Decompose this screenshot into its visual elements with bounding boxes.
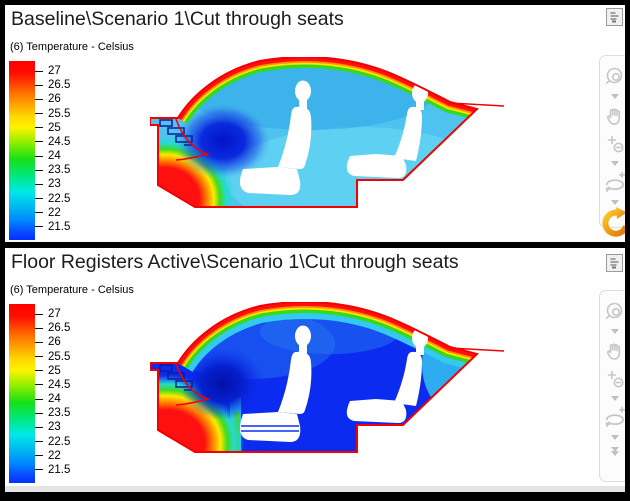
viewport-panel-baseline: Baseline\Scenario 1\Cut through seats (6… (5, 5, 625, 242)
tick-label: 24 (48, 393, 61, 406)
chevron-down-icon[interactable] (610, 200, 619, 205)
window-bottom-edge (5, 486, 625, 492)
tick-label: 24.5 (48, 378, 71, 391)
tick-label: 27 (48, 308, 61, 320)
rotate-view-button[interactable] (602, 405, 626, 431)
colorbar-tick-labels: 27 26.5 26 25.5 25 24.5 24 23.5 23 22.5 … (35, 308, 70, 476)
tick-label: 27 (48, 65, 61, 77)
pan-button[interactable] (602, 338, 626, 364)
viewport-options-button[interactable] (606, 8, 623, 26)
cabin-outline (150, 302, 479, 453)
viewport-title: Baseline\Scenario 1\Cut through seats (11, 8, 344, 30)
rotate-view-icon (605, 171, 625, 192)
tick-label: 22.5 (48, 192, 71, 205)
tick-label: 25.5 (48, 350, 71, 363)
zoom-in-out-button[interactable] (602, 131, 626, 157)
zoom-in-out-button[interactable] (602, 366, 626, 392)
zoom-to-area-button[interactable] (602, 299, 626, 325)
view-toolbar (599, 290, 625, 482)
legend-title: (6) Temperature - Celsius (10, 284, 134, 296)
rebuild-pending-badge[interactable] (600, 207, 625, 242)
tick-label: 26 (48, 336, 61, 349)
tick-label: 26.5 (48, 79, 71, 92)
tick-label: 22.5 (48, 435, 71, 448)
tick-label: 26 (48, 93, 61, 106)
cabin-outline (150, 57, 479, 208)
tick-label: 21.5 (48, 220, 71, 233)
pan-hand-icon (606, 108, 620, 125)
chevron-down-icon[interactable] (610, 329, 619, 334)
tick-label: 23.5 (48, 164, 71, 177)
colorbar-tick-labels: 27 26.5 26 25.5 25 24.5 24 23.5 23 22.5 … (35, 65, 70, 233)
tick-label: 22 (48, 206, 61, 219)
zoom-in-out-icon (607, 135, 623, 153)
tick-label: 25 (48, 121, 61, 134)
occupant-and-seat-silhouettes (239, 325, 428, 442)
tick-label: 22 (48, 449, 61, 462)
occupant-and-seat-silhouettes (239, 80, 428, 195)
chevron-down-icon[interactable] (610, 435, 619, 440)
viewport-title: Floor Registers Active\Scenario 1\Cut th… (11, 251, 459, 273)
chevron-down-icon[interactable] (610, 94, 619, 99)
tick-label: 25 (48, 364, 61, 377)
zoom-in-out-icon (607, 370, 623, 388)
more-tools-expander[interactable] (610, 447, 619, 456)
rotate-view-icon (605, 406, 625, 427)
zoom-to-area-button[interactable] (602, 64, 626, 90)
pan-hand-icon (606, 343, 620, 360)
temperature-colorbar (9, 61, 35, 240)
cut-plot-floor-registers[interactable] (150, 302, 506, 454)
chevron-down-icon[interactable] (610, 161, 619, 166)
cut-plot-baseline[interactable] (150, 57, 506, 209)
view-toolbar (599, 55, 625, 228)
tick-label: 23.5 (48, 407, 71, 420)
rotate-view-button[interactable] (602, 170, 626, 196)
zoom-to-area-icon (605, 67, 622, 84)
pan-button[interactable] (602, 103, 626, 129)
tick-label: 21.5 (48, 463, 71, 476)
temperature-colorbar (9, 304, 35, 483)
tick-label: 25.5 (48, 107, 71, 120)
tick-label: 23 (48, 421, 61, 434)
legend-title: (6) Temperature - Celsius (10, 41, 134, 53)
tick-label: 26.5 (48, 322, 71, 335)
tick-label: 24 (48, 150, 61, 163)
viewport-panel-floor-registers: Floor Registers Active\Scenario 1\Cut th… (5, 248, 625, 486)
zoom-to-area-icon (605, 302, 622, 319)
tick-label: 24.5 (48, 135, 71, 148)
chevron-down-icon (610, 451, 619, 456)
chevron-down-icon (610, 447, 619, 452)
chevron-down-icon[interactable] (610, 396, 619, 401)
tick-label: 23 (48, 178, 61, 191)
rebuild-arrow-icon (602, 207, 625, 237)
viewport-options-button[interactable] (606, 254, 623, 272)
